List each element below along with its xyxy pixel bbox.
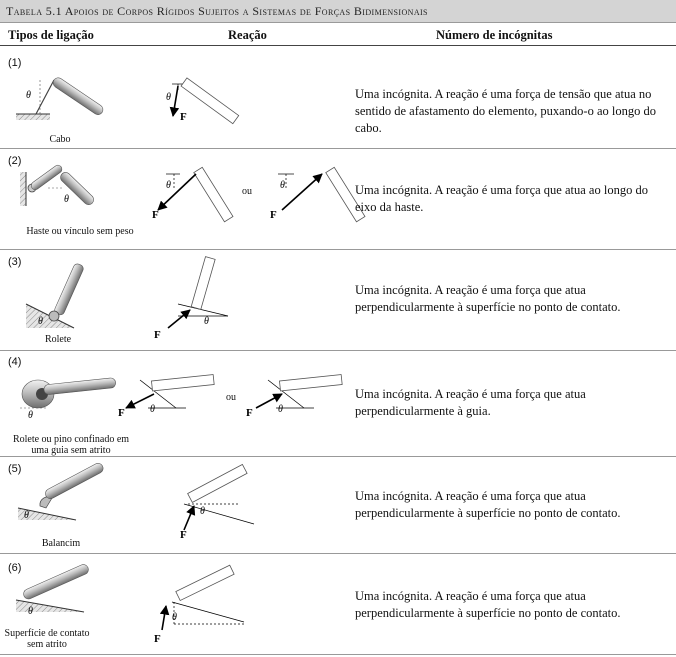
force-label: F [246, 407, 253, 419]
or-label: ou [226, 392, 236, 403]
theta-label: θ [28, 606, 33, 617]
theta-label: θ [24, 510, 29, 521]
header-reaction: Reação [228, 28, 267, 42]
force-arrow [169, 85, 180, 117]
connection-caption: Cabo [49, 134, 71, 145]
unknowns-description: Uma incógnita. A reação é uma força que … [355, 489, 621, 520]
row-number: (1) [8, 57, 22, 69]
force-label: F [152, 209, 159, 221]
theta-label: θ [200, 506, 205, 517]
rocker-reaction-diagram: θ F [180, 463, 255, 541]
smooth-surface-illustration: θ [15, 564, 89, 617]
force-label: F [154, 329, 161, 341]
theta-label: θ [26, 90, 31, 101]
unknowns-description: Uma incógnita. A reação é uma força que … [355, 283, 621, 314]
theta-label: θ [280, 180, 285, 191]
roller-reaction-diagram: θ F [154, 256, 229, 341]
cable-illustration: θ [16, 77, 104, 120]
row-number: (6) [8, 562, 22, 574]
force-label: F [154, 633, 161, 645]
link-illustration: θ [20, 164, 94, 206]
force-arrow [167, 309, 191, 329]
link-reaction-diagram-a: θ F [152, 166, 234, 223]
theta-label: θ [172, 612, 177, 623]
force-arrow [157, 173, 197, 211]
connection-caption: Rolete ou pino confinado em uma guia sem… [12, 434, 130, 456]
confined-pin-reaction-diagram-a: θ F [118, 374, 215, 419]
row-number: (4) [8, 356, 22, 368]
row-number: (5) [8, 463, 22, 475]
theta-label: θ [204, 316, 209, 327]
connection-caption: Rolete [44, 334, 72, 345]
theta-label: θ [38, 316, 43, 327]
force-label: F [118, 407, 125, 419]
row-divider [0, 553, 676, 554]
theta-label: θ [64, 194, 69, 205]
header-divider [0, 45, 676, 46]
unknowns-description: Uma incógnita. A reação é uma força que … [355, 589, 621, 620]
table-title: Tabela 5.1 Apoios de Corpos Rígidos Suje… [6, 4, 428, 18]
row-divider [0, 456, 676, 457]
unknowns-description: Uma incógnita. A reação é uma força que … [355, 387, 586, 418]
theta-label: θ [150, 404, 155, 415]
confined-pin-illustration: θ [20, 377, 116, 421]
cable-reaction-diagram: θ F [166, 77, 240, 125]
confined-pin-reaction-diagram-b: θ F [246, 374, 343, 419]
force-arrow [125, 393, 155, 409]
force-arrow [183, 505, 196, 531]
roller-illustration: θ [25, 263, 84, 329]
force-arrow [159, 605, 170, 631]
force-label: F [270, 209, 277, 221]
row-number: (3) [8, 256, 22, 268]
theta-label: θ [166, 92, 171, 103]
theta-label: θ [28, 410, 33, 421]
or-label: ou [242, 186, 252, 197]
table-title-bar: Tabela 5.1 Apoios de Corpos Rígidos Suje… [0, 0, 676, 23]
connection-caption: Haste ou vínculo sem peso [26, 226, 134, 237]
smooth-surface-reaction-diagram: θ F [154, 564, 245, 645]
theta-label: θ [278, 404, 283, 415]
row-divider [0, 350, 676, 351]
row-divider [0, 249, 676, 250]
force-label: F [180, 529, 187, 541]
header-unknowns: Número de incógnitas [436, 28, 553, 42]
row-divider [0, 148, 676, 149]
unknowns-description: Uma incógnita. A reação é uma força de t… [355, 87, 656, 135]
force-arrow [281, 173, 323, 211]
connection-caption: Balancim [41, 538, 81, 549]
header-connection-type: Tipos de ligação [8, 28, 94, 42]
table-bottom-rule [0, 654, 676, 655]
theta-label: θ [166, 180, 171, 191]
row-number: (2) [8, 155, 22, 167]
connection-caption: Superfície de contato sem atrito [4, 628, 90, 650]
force-label: F [180, 111, 187, 123]
link-reaction-diagram-b: θ F [270, 166, 366, 223]
rocker-illustration: θ [17, 463, 104, 521]
unknowns-description: Uma incógnita. A reação é uma força que … [355, 183, 648, 214]
force-arrow [255, 393, 283, 409]
